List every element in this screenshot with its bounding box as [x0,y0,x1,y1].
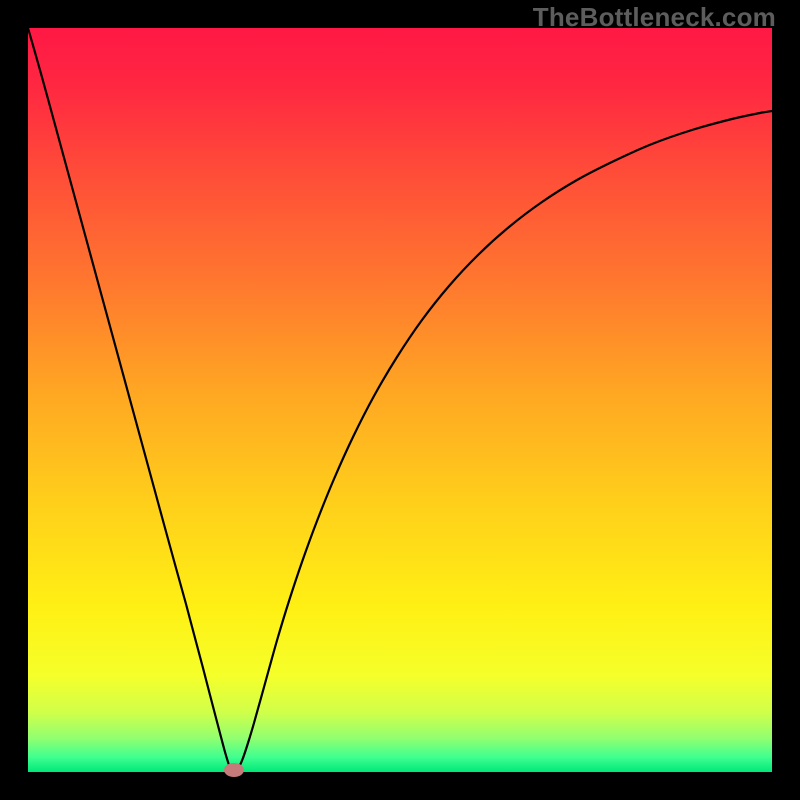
bottleneck-curve [0,0,800,800]
minimum-marker [224,763,244,777]
chart-container: { "canvas": { "width": 800, "height": 80… [0,0,800,800]
